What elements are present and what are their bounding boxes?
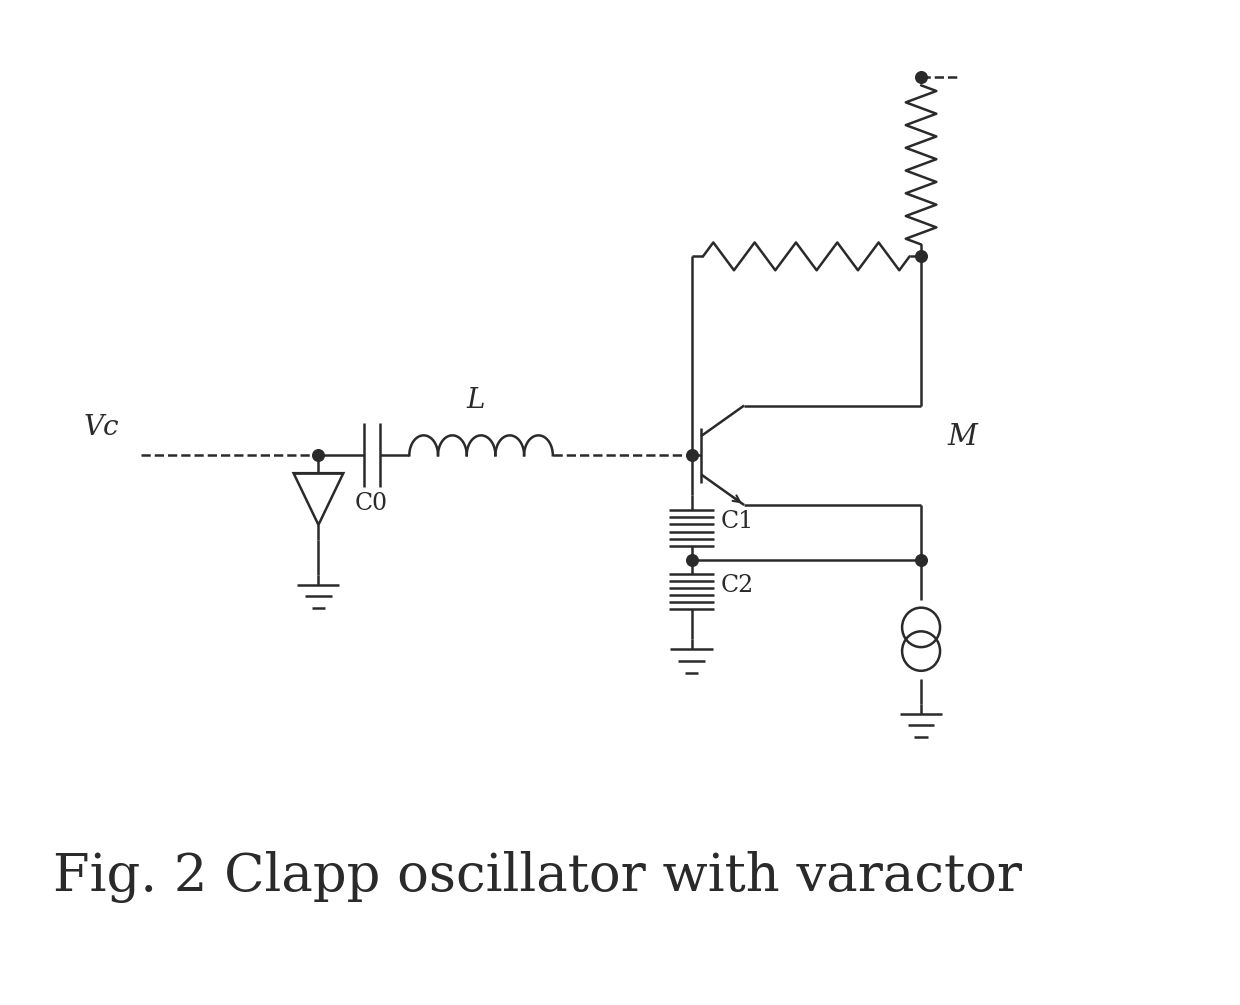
Text: C0: C0	[355, 492, 388, 515]
Text: Vc: Vc	[84, 414, 119, 441]
Text: Fig. 2 Clapp oscillator with varactor: Fig. 2 Clapp oscillator with varactor	[52, 851, 1022, 902]
Text: L: L	[466, 387, 485, 413]
Point	[682, 447, 702, 463]
Point	[911, 248, 931, 264]
Point	[309, 447, 329, 463]
Point	[911, 69, 931, 85]
Text: C1: C1	[720, 510, 754, 533]
Point	[682, 552, 702, 568]
Text: M: M	[947, 423, 978, 451]
Text: C2: C2	[720, 574, 754, 597]
Point	[911, 552, 931, 568]
